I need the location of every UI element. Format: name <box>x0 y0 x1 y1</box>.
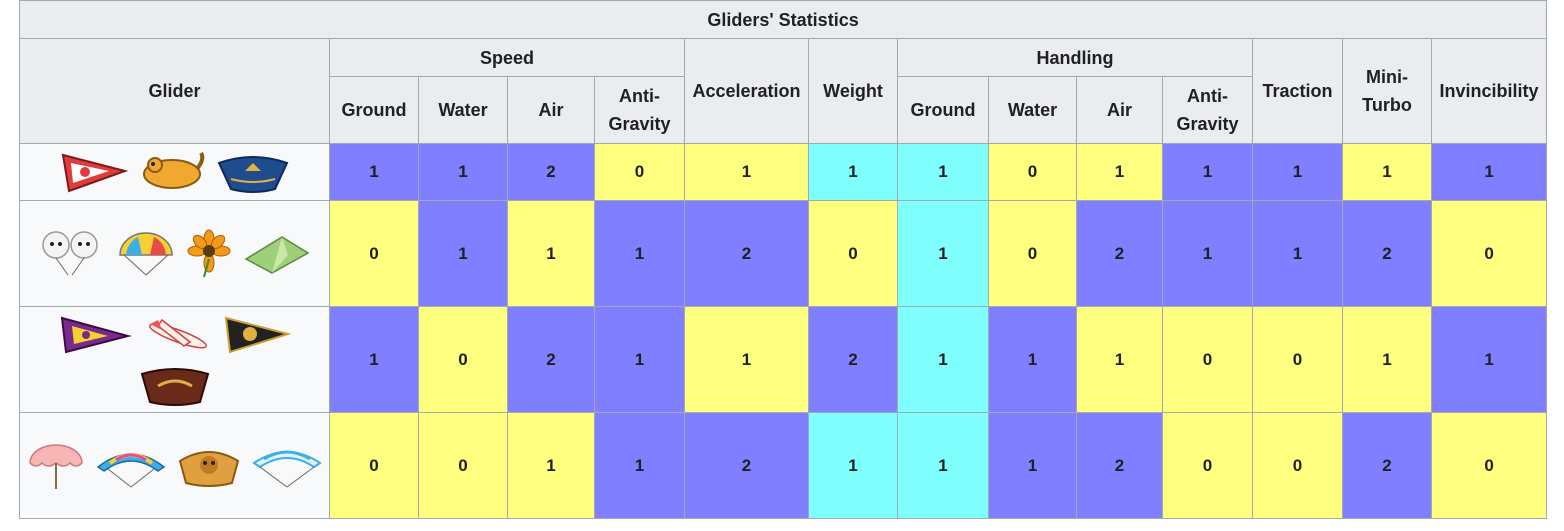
handling-air-header: Air <box>1076 76 1163 144</box>
handling-ground-value: 1 <box>897 200 989 307</box>
handling-ground-header: Ground <box>897 76 989 144</box>
invincibility-value: 0 <box>1430 200 1548 307</box>
swoop-glider-icon <box>94 443 168 489</box>
mini-turbo-value: 2 <box>1342 200 1432 307</box>
traction-value: 0 <box>1252 412 1343 519</box>
glider-images-cell <box>19 143 330 201</box>
speed-water-value: 0 <box>418 306 508 413</box>
flying-squirrel-glider-icon <box>137 149 207 195</box>
plane-glider-icon <box>140 312 214 358</box>
glider-images-cell <box>19 200 330 307</box>
handling-air-value: 2 <box>1076 200 1163 307</box>
handling-header: Handling <box>897 38 1253 77</box>
mini-turbo-header: Mini- Turbo <box>1342 38 1432 144</box>
acceleration-value: 2 <box>684 412 809 519</box>
mktv-parafoil-glider-icon <box>176 441 242 491</box>
speed-ground-value: 1 <box>329 306 419 413</box>
glider-header: Glider <box>19 38 330 144</box>
handling-antigravity-value: 0 <box>1162 306 1253 413</box>
table-caption: Gliders' Statistics <box>18 0 1548 39</box>
speed-ground-value: 0 <box>329 200 419 307</box>
acceleration-value: 1 <box>684 143 809 201</box>
speed-antigravity-value: 1 <box>594 200 685 307</box>
speed-ground-value: 0 <box>329 412 419 519</box>
acceleration-value: 2 <box>684 200 809 307</box>
weight-value: 1 <box>808 143 898 201</box>
handling-water-value: 1 <box>988 306 1077 413</box>
handling-ground-value: 1 <box>897 412 989 519</box>
handling-air-value: 1 <box>1076 306 1163 413</box>
speed-water-value: 0 <box>418 412 508 519</box>
paper-glider-icon <box>242 231 312 277</box>
gold-glider-icon <box>222 312 292 358</box>
handling-water-value: 0 <box>988 143 1077 201</box>
traction-value: 1 <box>1252 200 1343 307</box>
speed-antigravity-value: 0 <box>594 143 685 201</box>
speed-water-value: 1 <box>418 200 508 307</box>
speed-antigravity-value: 1 <box>594 412 685 519</box>
handling-antigravity-value: 1 <box>1162 143 1253 201</box>
red-white-glider-icon <box>59 149 129 195</box>
wario-wing-glider-icon <box>58 312 132 358</box>
speed-air-value: 2 <box>507 143 595 201</box>
glider-images-cell <box>19 412 330 519</box>
glider-images-cell <box>19 306 330 413</box>
speed-air-value: 1 <box>507 200 595 307</box>
speed-antigravity-value: 1 <box>594 306 685 413</box>
handling-air-value: 1 <box>1076 143 1163 201</box>
speed-air-value: 1 <box>507 412 595 519</box>
gliders-statistics-table: Gliders' Statistics Glider Speed Acceler… <box>18 0 1548 519</box>
speed-ground-value: 1 <box>329 143 419 201</box>
traction-value: 0 <box>1252 306 1343 413</box>
mini-turbo-value: 1 <box>1342 306 1432 413</box>
handling-antigravity-header: Anti- Gravity <box>1162 76 1253 144</box>
speed-ground-header: Ground <box>329 76 419 144</box>
weight-header: Weight <box>808 38 898 144</box>
handling-air-value: 2 <box>1076 412 1163 519</box>
handling-water-header: Water <box>988 76 1077 144</box>
flower-glider-icon <box>184 229 234 279</box>
invincibility-value: 1 <box>1430 143 1548 201</box>
bowser-kite-glider-icon <box>138 362 212 408</box>
acceleration-header: Acceleration <box>684 38 809 144</box>
speed-water-value: 1 <box>418 143 508 201</box>
speed-header: Speed <box>329 38 685 77</box>
handling-water-value: 1 <box>988 412 1077 519</box>
traction-value: 1 <box>1252 143 1343 201</box>
traction-header: Traction <box>1252 38 1343 144</box>
speed-antigravity-header: Anti- Gravity <box>594 76 685 144</box>
speed-air-value: 2 <box>507 306 595 413</box>
invincibility-value: 1 <box>1430 306 1548 413</box>
speed-air-header: Air <box>507 76 595 144</box>
hylian-kite-glider-icon <box>215 149 291 195</box>
invincibility-header: Invincibility <box>1430 38 1548 144</box>
cloud-glider-icon <box>38 229 108 279</box>
handling-ground-value: 1 <box>897 306 989 413</box>
parasol-glider-icon <box>26 441 86 491</box>
weight-value: 1 <box>808 412 898 519</box>
mini-turbo-value: 2 <box>1342 412 1432 519</box>
handling-antigravity-value: 1 <box>1162 200 1253 307</box>
mini-turbo-value: 1 <box>1342 143 1432 201</box>
weight-value: 0 <box>808 200 898 307</box>
weight-value: 2 <box>808 306 898 413</box>
handling-water-value: 0 <box>988 200 1077 307</box>
parachute-glider-icon <box>116 229 176 279</box>
speed-water-header: Water <box>418 76 508 144</box>
handling-antigravity-value: 0 <box>1162 412 1253 519</box>
paraglider-glider-icon <box>250 441 324 491</box>
handling-ground-value: 1 <box>897 143 989 201</box>
invincibility-value: 0 <box>1430 412 1548 519</box>
acceleration-value: 1 <box>684 306 809 413</box>
